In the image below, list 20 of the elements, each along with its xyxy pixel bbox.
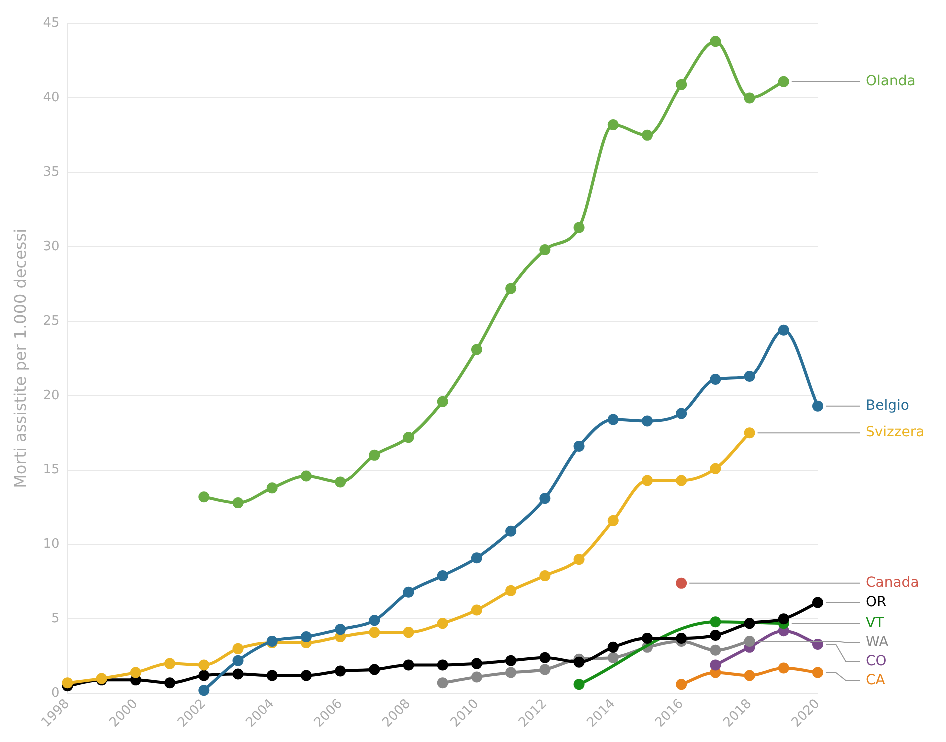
text: Canada bbox=[866, 575, 920, 592]
text: CO bbox=[866, 653, 887, 670]
text: CA bbox=[866, 672, 886, 688]
y-tick-label: 5 bbox=[51, 612, 60, 627]
y-tick-label: 0 bbox=[51, 686, 60, 701]
y-tick-label: 40 bbox=[43, 90, 60, 106]
y-tick-label: 45 bbox=[43, 16, 60, 32]
text: OR bbox=[866, 594, 888, 610]
y-tick-label: 30 bbox=[43, 239, 60, 254]
text: Belgio bbox=[866, 398, 910, 414]
y-tick-label: 10 bbox=[43, 537, 60, 552]
y-tick-label: 15 bbox=[43, 462, 60, 478]
y-tick-label: 25 bbox=[43, 314, 60, 329]
text: WA bbox=[866, 634, 890, 650]
y-tick-label: 35 bbox=[43, 165, 60, 180]
y-tick-label: 20 bbox=[43, 388, 60, 404]
text: Svizzera bbox=[866, 424, 925, 441]
text: VT bbox=[866, 615, 885, 632]
text: Olanda bbox=[866, 73, 916, 90]
y-axis-title: Morti assistite per 1.000 decessi bbox=[10, 228, 30, 488]
